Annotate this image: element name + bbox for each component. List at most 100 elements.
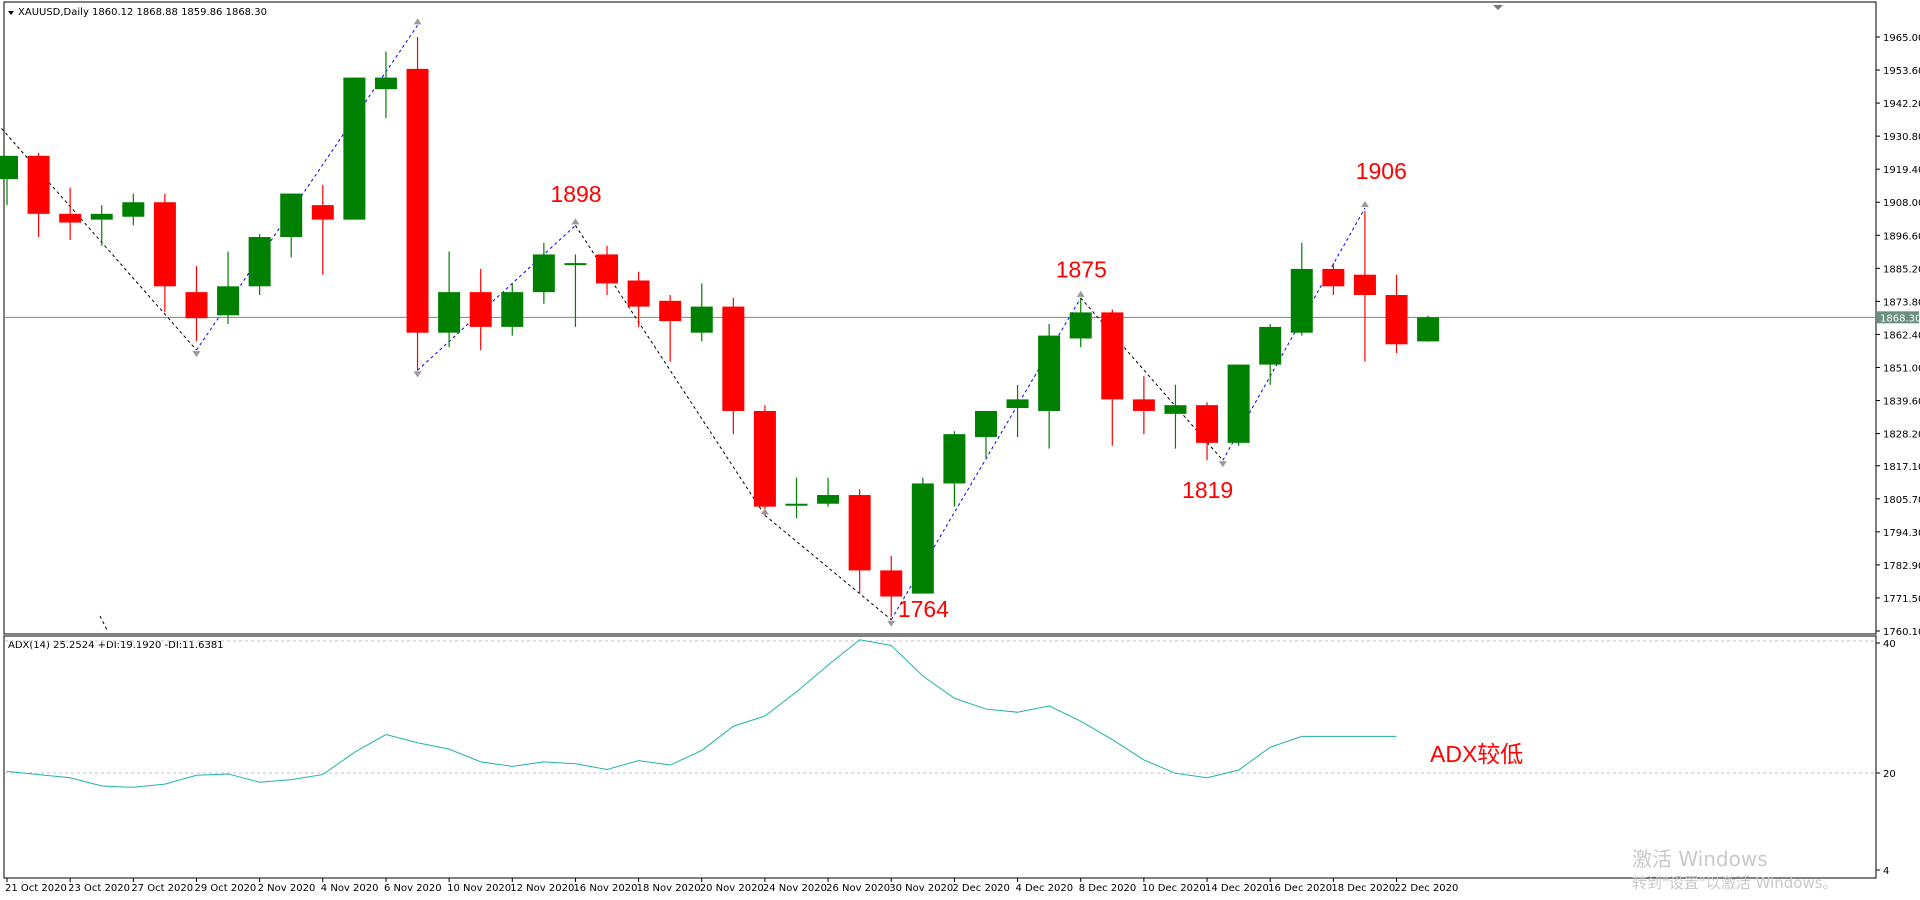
- current-price-tag: [1877, 311, 1919, 324]
- candle-body: [596, 254, 619, 284]
- adx-annotation: ADX较低: [1430, 741, 1523, 767]
- time-tick-label: 4 Dec 2020: [1016, 883, 1074, 894]
- indicator-scale-top: 40: [1883, 639, 1896, 650]
- candle-body: [1322, 268, 1345, 287]
- candle-body: [90, 213, 113, 220]
- time-tick-label: 2 Nov 2020: [258, 883, 316, 894]
- time-tick-label: 12 Nov 2020: [510, 883, 574, 894]
- bear-candle: [753, 405, 776, 516]
- bear-candle: [27, 152, 50, 238]
- zigzag-down-segment: [575, 225, 766, 516]
- bull-candle: [690, 283, 713, 342]
- price-tick-label: 1771.50: [1883, 594, 1920, 605]
- dropdown-arrow-icon[interactable]: [8, 11, 14, 15]
- time-tick-label: 27 Oct 2020: [131, 883, 193, 894]
- candle-body: [722, 306, 745, 411]
- candle-body: [1164, 405, 1187, 414]
- bull-candle: [122, 193, 145, 226]
- candle-body: [943, 434, 966, 484]
- fractal-down-arrow: [192, 351, 201, 358]
- main-plot-frame: [3, 1, 1877, 635]
- fractal-up-arrow: [1360, 201, 1369, 208]
- candle-body: [848, 495, 871, 571]
- time-tick-label: 14 Dec 2020: [1205, 883, 1269, 894]
- price-tick-label: 1873.80: [1883, 297, 1920, 308]
- indicator-scale-mid: 20: [1883, 769, 1896, 780]
- bull-candle: [532, 242, 555, 304]
- candle-body: [153, 202, 176, 287]
- bull-candle: [248, 234, 271, 296]
- candle-body: [469, 292, 492, 327]
- price-tick-label: 1862.40: [1883, 330, 1920, 341]
- candle-body: [59, 213, 82, 223]
- price-tick-label: 1896.60: [1883, 231, 1920, 242]
- bull-candle: [1227, 364, 1250, 446]
- time-tick-label: 8 Dec 2020: [1079, 883, 1137, 894]
- candles: [0, 37, 1440, 617]
- candle-body: [627, 280, 650, 307]
- candle-body: [0, 155, 18, 180]
- time-tick-label: 10 Dec 2020: [1142, 883, 1206, 894]
- price-tick-label: 1965.00: [1883, 33, 1920, 44]
- price-tick-label: 1782.90: [1883, 561, 1920, 572]
- bear-candle: [1196, 402, 1219, 461]
- bear-candle: [406, 37, 429, 371]
- candle-body: [1069, 312, 1092, 339]
- candle-body: [122, 202, 145, 217]
- candle-body: [785, 503, 808, 506]
- candle-body: [501, 292, 524, 327]
- candle-body: [1290, 268, 1313, 333]
- bear-candle: [1132, 376, 1155, 435]
- bear-candle: [311, 184, 334, 275]
- price-annotation: 1906: [1356, 158, 1407, 184]
- time-tick-label: 16 Dec 2020: [1268, 883, 1332, 894]
- candle-body: [1417, 317, 1440, 342]
- bull-candle: [817, 477, 840, 507]
- candle-body: [1227, 364, 1250, 443]
- bull-candle: [90, 205, 113, 246]
- activation-watermark-title: 激活 Windows: [1632, 847, 1768, 871]
- candle-body: [753, 410, 776, 507]
- candle-body: [343, 77, 366, 220]
- shift-marker-icon[interactable]: [1493, 5, 1503, 10]
- fractal-down-arrow: [887, 620, 896, 627]
- bull-candle: [438, 251, 461, 348]
- bear-candle: [627, 271, 650, 327]
- candle-body: [880, 570, 903, 597]
- fractal-up-arrow: [1076, 290, 1085, 297]
- price-tick-label: 1953.60: [1883, 66, 1920, 77]
- bull-candle: [1006, 384, 1029, 438]
- current-price-value: 1868.30: [1880, 313, 1920, 324]
- bull-candle: [1417, 315, 1440, 342]
- ohlc-label: 1860.12 1868.88 1859.86 1868.30: [92, 7, 267, 18]
- fractal-arrows: [192, 18, 1369, 627]
- price-tick-label: 1760.10: [1883, 627, 1920, 638]
- time-tick-label: 23 Oct 2020: [68, 883, 130, 894]
- price-tick-label: 1839.60: [1883, 397, 1920, 408]
- bear-candle: [1101, 309, 1124, 446]
- bull-candle: [1069, 297, 1092, 348]
- time-tick-label: 4 Nov 2020: [321, 883, 379, 894]
- time-tick-label: 6 Nov 2020: [384, 883, 442, 894]
- time-tick-label: 29 Oct 2020: [194, 883, 256, 894]
- candle-body: [1038, 335, 1061, 411]
- price-tick-label: 1930.80: [1883, 132, 1920, 143]
- time-tick-label: 21 Oct 2020: [5, 883, 67, 894]
- price-tick-label: 1794.30: [1883, 528, 1920, 539]
- time-tick-label: 10 Nov 2020: [447, 883, 511, 894]
- price-annotation: 1819: [1182, 477, 1233, 503]
- bull-candle: [501, 283, 524, 336]
- time-axis: 21 Oct 2020 23 Oct 2020 27 Oct 2020 29 Oct …: [5, 878, 1458, 894]
- price-tick-label: 1919.40: [1883, 165, 1920, 176]
- bull-candle: [280, 193, 303, 258]
- bear-candle: [153, 193, 176, 313]
- candle-body: [406, 68, 429, 333]
- price-axis: 1965.00 1953.60 1942.20 1930.80 1919.40 1908.…: [1876, 33, 1920, 638]
- candle-body: [1259, 326, 1282, 365]
- bull-candle: [564, 254, 587, 327]
- bear-candle: [596, 245, 619, 296]
- bear-candle: [1385, 274, 1408, 353]
- bull-candle: [1290, 242, 1313, 336]
- price-tick-label: 1828.20: [1883, 430, 1920, 441]
- price-tick-label: 1805.70: [1883, 495, 1920, 506]
